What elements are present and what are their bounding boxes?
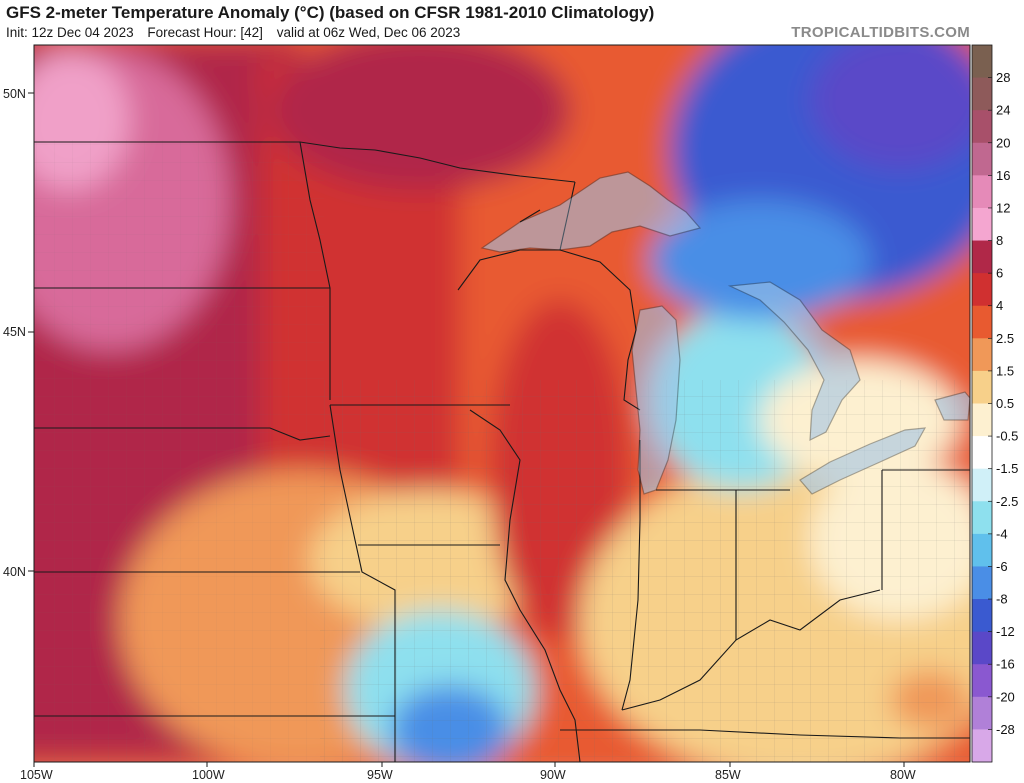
colorbar-label: 6	[996, 266, 1003, 281]
colorbar-label: 8	[996, 233, 1003, 248]
colorbar-label: -0.5	[996, 429, 1018, 444]
lat-tick-marks	[28, 92, 34, 572]
colorbar-label: 16	[996, 168, 1010, 183]
map-title: GFS 2-meter Temperature Anomaly (°C) (ba…	[6, 3, 655, 22]
lat-label-50n: 50N	[3, 87, 26, 101]
map-frame	[33, 44, 971, 763]
lon-label-85w: 85W	[715, 768, 741, 782]
init-time: Init: 12z Dec 04 2023	[6, 25, 134, 40]
valid-time: valid at 06z Wed, Dec 06 2023	[276, 25, 461, 40]
mississippi-river	[469, 409, 581, 762]
colorbar-label: 12	[996, 200, 1010, 215]
colorbar-segment	[972, 599, 992, 633]
colorbar-segment	[972, 338, 992, 372]
colorbar-label: 2.5	[996, 331, 1014, 346]
colorbar-label: 24	[996, 103, 1010, 118]
ohio-river	[621, 589, 881, 711]
colorbar-label: 1.5	[996, 363, 1014, 378]
colorbar-segment	[972, 273, 992, 307]
colorbar-segment	[972, 533, 992, 567]
lon-label-90w: 90W	[540, 768, 566, 782]
il-in-border	[621, 440, 641, 711]
brand-watermark: TROPICALTIDBITS.COM	[791, 24, 970, 41]
colorbar-segment	[972, 566, 992, 600]
colorbar-segment	[972, 45, 992, 79]
colorbar-label: -12	[996, 624, 1015, 639]
colorbar-label: -4	[996, 526, 1008, 541]
lon-label-80w: 80W	[890, 768, 916, 782]
colorbar-label: -2.5	[996, 494, 1018, 509]
lon-label-105w: 105W	[20, 768, 53, 782]
colorbar-segment	[972, 240, 992, 274]
forecast-hour: Forecast Hour: [42]	[147, 25, 263, 40]
colorbar-label: 28	[996, 70, 1010, 85]
colorbar-segment	[972, 501, 992, 535]
longitude-labels: 105W 100W 95W 90W 85W 80W	[20, 768, 916, 782]
colorbar-label: -20	[996, 689, 1015, 704]
us-canada-border	[34, 141, 576, 183]
colorbar-segment	[972, 305, 992, 339]
lon-label-95w: 95W	[367, 768, 393, 782]
colorbar-segment	[972, 370, 992, 404]
colorbar-segment	[972, 631, 992, 665]
colorbar-segment	[972, 142, 992, 176]
mo-west-border	[329, 404, 396, 762]
lon-tick-marks	[33, 762, 905, 767]
colorbar-label: 20	[996, 135, 1010, 150]
colorbar-segment	[972, 468, 992, 502]
mn-west-border	[299, 141, 331, 400]
lon-label-100w: 100W	[192, 768, 225, 782]
colorbar-label: 0.5	[996, 396, 1014, 411]
sd-ne-border	[34, 427, 331, 441]
lat-label-45n: 45N	[3, 325, 26, 339]
colorbar-segment	[972, 696, 992, 730]
ky-tn-border	[560, 729, 970, 739]
colorbar-segment	[972, 110, 992, 144]
colorbar-label: -6	[996, 559, 1008, 574]
map-subtitle: Init: 12z Dec 04 2023 Forecast Hour: [42…	[6, 25, 470, 40]
colorbar-label: -8	[996, 592, 1008, 607]
latitude-labels: 50N 45N 40N	[3, 87, 26, 579]
colorbar-segment	[972, 436, 992, 470]
state-borders	[34, 141, 970, 762]
colorbar-segment	[972, 207, 992, 242]
colorbar-segment	[972, 403, 992, 437]
lat-label-40n: 40N	[3, 565, 26, 579]
colorbar: 28 24 20 16 12 8 6 4 2.5 1.5 0.5 -0.5 -1.5 -2.5 -4 -6 -8…	[971, 44, 1018, 763]
colorbar-segment	[972, 77, 992, 111]
wi-border	[457, 249, 641, 411]
colorbar-label: -16	[996, 657, 1015, 672]
colorbar-label: -1.5	[996, 461, 1018, 476]
colorbar-segment	[972, 664, 992, 698]
field-far-northeast	[810, 45, 970, 170]
field-north-central	[270, 45, 570, 190]
colorbar-segment	[972, 729, 992, 763]
colorbar-segment	[972, 175, 992, 209]
colorbar-label: 4	[996, 298, 1003, 313]
field-lake-huron-cool	[650, 200, 870, 320]
county-grid-plains	[34, 140, 324, 762]
colorbar-label: -28	[996, 722, 1015, 737]
